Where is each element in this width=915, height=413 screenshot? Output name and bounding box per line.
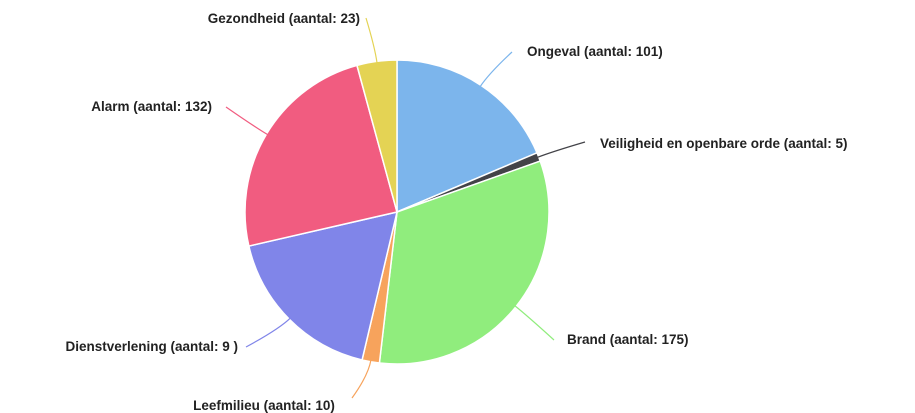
- connector-gezondheid: [365, 17, 378, 64]
- label-alarm: Alarm (aantal: 132): [91, 99, 212, 114]
- label-gezondheid: Gezondheid (aantal: 23): [208, 11, 360, 26]
- connector-ongeval: [479, 51, 513, 88]
- connector-alarm: [225, 106, 269, 136]
- connector-dienstverlening: [245, 317, 292, 348]
- pie-slices: [244, 59, 550, 365]
- label-ongeval: Ongeval (aantal: 101): [527, 44, 663, 59]
- slice-labels: Ongeval (aantal: 101) Veiligheid en openb…: [65, 11, 847, 413]
- label-brand: Brand (aantal: 175): [567, 332, 689, 347]
- connector-leefmilieu: [351, 359, 372, 399]
- connector-veiligheid-en-openbare-orde: [536, 141, 586, 159]
- label-leefmilieu: Leefmilieu (aantal: 10): [193, 398, 335, 413]
- connector-brand: [514, 304, 555, 341]
- label-connectors: [225, 17, 586, 399]
- label-veiligheid-en-openbare-orde: Veiligheid en openbare orde (aantal: 5): [600, 136, 848, 151]
- label-dienstverlening: Dienstverlening (aantal: 9 ): [65, 339, 238, 354]
